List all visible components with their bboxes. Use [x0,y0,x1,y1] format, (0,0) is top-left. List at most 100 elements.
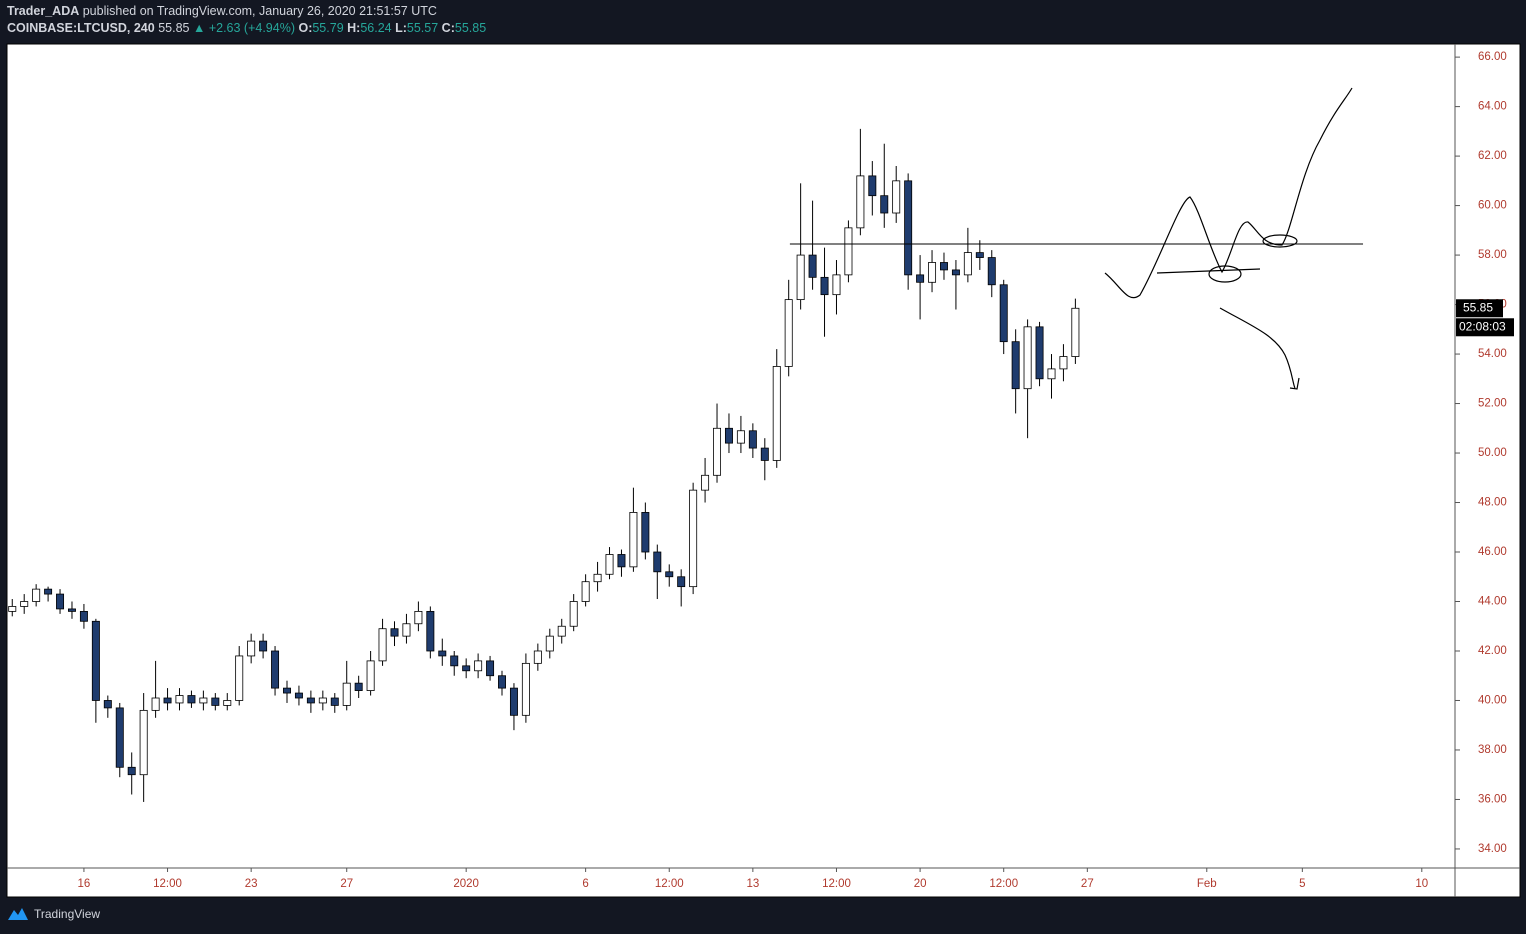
candle-body [856,175,865,229]
circle-mark [1262,234,1298,248]
candle-body [20,601,29,607]
candle-body [271,650,280,689]
candle-body [498,675,506,689]
countdown: 02:08:03 [1459,319,1506,333]
circle-mark [1208,265,1242,283]
candle-body [247,640,256,657]
candle-body [187,695,196,704]
candle-body [115,707,124,768]
candle-body [151,697,160,711]
candle-body [414,610,423,625]
candle-body [318,697,327,704]
candle-body [366,660,375,691]
candle-body [701,474,710,491]
x-tick-label: 10 [1415,878,1428,890]
candle-body [868,175,877,197]
candle-body [91,620,100,701]
candle-body [820,276,829,296]
candle-body [569,601,578,627]
candle-body [474,660,483,672]
x-tick-label: 20 [914,878,927,890]
candle-body [1011,341,1020,390]
candle-body [928,262,937,283]
last-price-box [1456,299,1503,318]
candle-body [904,180,913,276]
chart-panel [6,43,1521,898]
candle-body [987,257,996,286]
candle-body [354,682,363,691]
y-tick-label: 54.00 [1478,348,1507,360]
candle-body [951,269,960,276]
candle-body [796,254,805,301]
y-tick-label: 58.00 [1478,249,1507,261]
candle-body [438,650,447,657]
candle-body [748,430,757,449]
ohlc-label: L: [395,21,407,35]
ohlc-value: 55.57 [407,21,438,35]
x-tick-label: 27 [340,878,353,890]
candle-body [306,697,315,704]
candle-body [939,262,948,271]
x-tick-label: 12:00 [989,878,1018,890]
candle-body [1059,356,1068,370]
candle-body [402,623,411,637]
brand: TradingView [34,907,100,921]
candle-body [211,697,220,706]
countdown-box [1456,318,1514,337]
candle-body [56,593,65,610]
candle-body [175,695,184,704]
symbol: COINBASE:LTCUSD, 240 [7,21,155,35]
candle-body [760,447,769,461]
candle-body [8,606,17,612]
ohlc-value: 55.79 [312,21,343,35]
candle-body [259,640,268,652]
candle-body [617,554,626,568]
y-tick-label: 48.00 [1478,497,1507,509]
candle-body [79,610,88,622]
candle-body [32,588,41,602]
candle-body [641,512,650,553]
candle-body [677,576,686,588]
candle-body [533,650,542,664]
y-tick-label: 42.00 [1478,645,1507,657]
plot [8,128,1080,802]
candle-body [880,195,889,214]
candle-body [486,660,495,677]
candle-body [581,581,590,602]
x-tick-label: 5 [1299,878,1305,890]
candle-body [235,655,244,701]
candle-body [139,709,148,776]
candle-body [390,628,399,637]
x-tick-label: 27 [1081,878,1094,890]
x-tick-label: 16 [78,878,91,890]
footer: TradingView [8,907,100,921]
candle-body [545,635,554,652]
ohlc-value: 55.85 [455,21,486,35]
change: ▲ +2.63 (+4.94%) [193,21,295,35]
candle-body [713,427,722,476]
candle-body [509,687,518,716]
candle-body [605,554,614,575]
candle-body [1071,307,1080,357]
x-tick-label: 12:00 [153,878,182,890]
support-stroke [1156,268,1261,274]
candle-body [127,766,136,776]
candle-body [67,608,76,612]
price: 55.85 [158,21,189,35]
candle-body [784,299,793,367]
candle-body [593,573,602,583]
candle-body [963,252,972,276]
x-tick-label: 13 [746,878,759,890]
y-tick-label: 34.00 [1478,843,1507,855]
symbol-line: COINBASE:LTCUSD, 240 55.85 ▲ +2.63 (+4.9… [7,21,486,35]
ohlc-label: O: [298,21,312,35]
y-tick-label: 62.00 [1478,150,1507,162]
candle-body [808,254,817,278]
ohlc-label: H: [347,21,360,35]
author: Trader_ADA [7,4,79,18]
y-tick-label: 44.00 [1478,596,1507,608]
candle-body [199,697,208,704]
candle-body [1035,326,1044,380]
